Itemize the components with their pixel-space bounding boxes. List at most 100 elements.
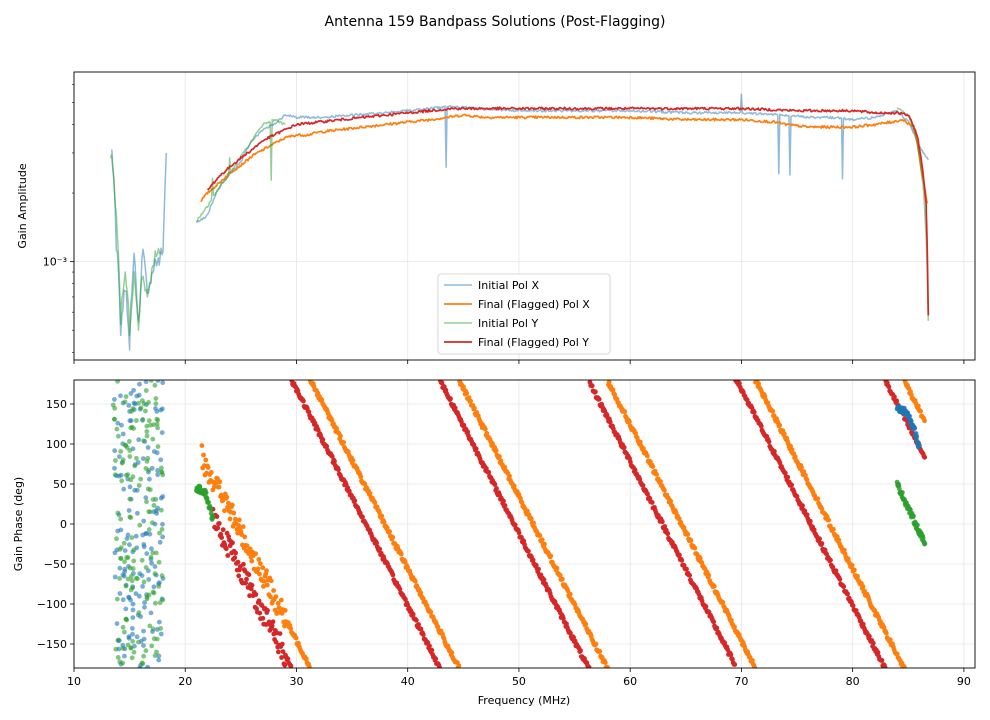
phase-xtick-label: 10 (67, 675, 81, 688)
phase-point-initial-noise (126, 508, 132, 513)
phase-point-final-flagged-pol-x (583, 621, 589, 627)
phase-point-initial-noise (156, 584, 162, 589)
phase-point-final-flagged-pol-x (497, 454, 502, 459)
phase-point-final-flagged-pol-y (586, 664, 592, 668)
phase-point-final-flagged-pol-y (418, 626, 424, 632)
phase-point-initial-noise (117, 591, 123, 596)
phase-point-initial-noise (123, 606, 129, 612)
phase-point-initial-noise (144, 459, 150, 464)
phase-point-initial-noise (141, 544, 147, 550)
phase-point-final-flagged-pol-x (493, 448, 499, 453)
phase-point-initial-noise (137, 522, 143, 528)
phase-point-final-flagged-pol-y (253, 592, 259, 597)
phase-point-final-flagged-pol-x (264, 568, 269, 574)
phase-ytick-label: 0 (60, 518, 67, 531)
phase-point-initial-pol-y (197, 484, 203, 489)
phase-point-initial-noise (130, 585, 136, 591)
phase-point-initial-noise (114, 426, 120, 432)
phase-point-final-flagged-pol-y (257, 610, 263, 616)
phase-point-initial-noise (154, 636, 160, 642)
legend-box (437, 273, 611, 355)
phase-point-final-flagged-pol-x (268, 594, 273, 600)
phase-point-initial-noise (126, 635, 132, 641)
phase-point-final-flagged-pol-y (882, 664, 888, 668)
phase-point-final-flagged-pol-y (568, 630, 573, 636)
phase-point-final-flagged-pol-y (410, 612, 416, 617)
phase-point-final-flagged-pol-x (711, 583, 717, 589)
phase-point-final-flagged-pol-x (922, 418, 927, 424)
phase-point-initial-noise (153, 401, 159, 407)
phase-point-initial-noise (130, 566, 136, 572)
phase-point-final-flagged-pol-y (886, 384, 892, 390)
phase-point-initial-noise (146, 509, 152, 514)
phase-point-initial-noise (129, 578, 135, 584)
phase-point-initial-noise (150, 626, 156, 632)
phase-point-initial-noise (143, 648, 149, 654)
phase-point-initial-noise (120, 597, 126, 603)
phase-point-final-flagged-pol-y (413, 617, 419, 623)
phase-point-final-flagged-pol-y (346, 488, 352, 494)
phase-point-initial-noise (144, 433, 150, 439)
phase-point-initial-noise (160, 534, 166, 540)
phase-point-initial-pol-y (210, 515, 216, 521)
phase-point-initial-noise (121, 573, 127, 579)
phase-point-final-flagged-pol-y (352, 498, 358, 504)
phase-point-initial-noise (141, 438, 147, 444)
phase-point-final-flagged-pol-y (256, 598, 262, 604)
legend-label-initial-y: Initial Pol Y (478, 317, 538, 330)
phase-point-final-flagged-pol-x (507, 473, 512, 479)
phase-point-final-flagged-pol-x (799, 464, 804, 470)
phase-point-initial-noise (120, 624, 126, 630)
phase-point-final-flagged-pol-x (231, 510, 237, 516)
phase-point-initial-noise (118, 472, 124, 478)
phase-point-final-flagged-pol-y (679, 557, 685, 563)
phase-point-final-flagged-pol-y (804, 512, 810, 518)
phase-point-final-flagged-pol-x (519, 500, 525, 505)
phase-point-initial-noise (141, 636, 147, 642)
phase-ytick-label: 50 (53, 478, 67, 491)
phase-point-final-flagged-pol-x (390, 534, 396, 540)
phase-point-initial-noise (119, 478, 125, 484)
phase-point-initial-pol-x (912, 425, 918, 431)
phase-point-final-flagged-pol-x (602, 660, 608, 665)
phase-point-initial-noise (150, 550, 156, 556)
phase-point-initial-noise (113, 458, 118, 463)
phase-point-final-flagged-pol-x (548, 553, 554, 559)
phase-point-final-flagged-pol-x (264, 582, 270, 588)
phase-point-final-flagged-pol-y (276, 649, 281, 655)
phase-point-initial-noise (135, 510, 140, 516)
phase-point-initial-noise (130, 601, 136, 607)
phase-point-initial-noise (130, 626, 135, 631)
phase-xtick-label: 70 (734, 675, 748, 688)
figure-title: Antenna 159 Bandpass Solutions (Post-Fla… (325, 14, 666, 30)
phase-point-final-flagged-pol-x (203, 457, 209, 463)
phase-point-final-flagged-pol-x (860, 584, 866, 589)
phase-point-initial-noise (148, 380, 154, 383)
phase-point-final-flagged-pol-x (627, 419, 632, 424)
phase-point-initial-noise (152, 382, 158, 388)
phase-point-final-flagged-pol-x (387, 529, 392, 534)
phase-point-final-flagged-pol-y (397, 586, 403, 592)
phase-point-final-flagged-pol-y (277, 631, 283, 636)
phase-point-initial-noise (160, 494, 166, 499)
phase-point-initial-noise (112, 465, 117, 471)
phase-point-initial-noise (149, 643, 155, 649)
phase-point-final-flagged-pol-x (560, 576, 565, 582)
phase-point-final-flagged-pol-y (236, 573, 242, 579)
phase-point-final-flagged-pol-x (502, 464, 508, 470)
phase-point-final-flagged-pol-y (772, 449, 777, 454)
phase-point-initial-noise (140, 584, 146, 589)
phase-point-initial-noise (117, 659, 123, 665)
phase-point-initial-noise (143, 495, 149, 501)
phase-point-final-flagged-pol-x (855, 573, 860, 579)
phase-point-final-flagged-pol-y (819, 541, 825, 546)
phase-point-final-flagged-pol-y (377, 546, 383, 552)
phase-point-initial-noise (118, 449, 124, 454)
phase-point-final-flagged-pol-y (492, 482, 498, 487)
phase-point-final-flagged-pol-y (530, 557, 536, 563)
phase-point-initial-noise (157, 580, 162, 585)
phase-point-final-flagged-pol-x (729, 618, 734, 623)
phase-point-initial-noise (123, 616, 129, 622)
phase-point-initial-noise (127, 496, 133, 502)
phase-point-final-flagged-pol-x (668, 498, 674, 504)
